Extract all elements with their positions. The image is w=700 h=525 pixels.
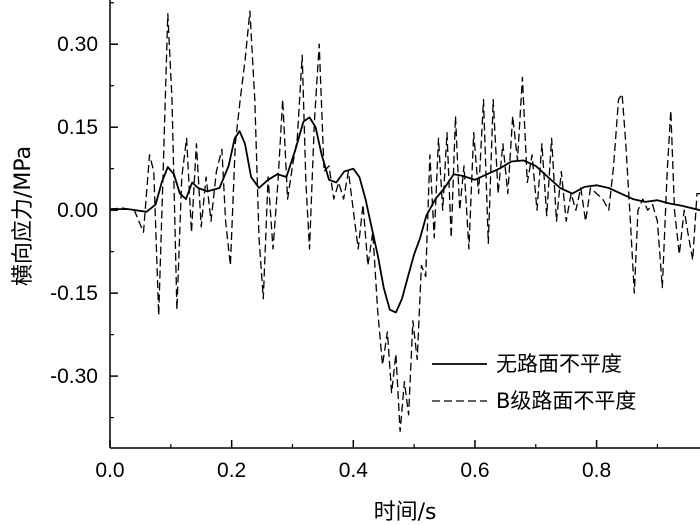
x-tick-label: 0.6 — [460, 459, 489, 482]
axes-layer: 0.0 0.2 0.4 0.6 0.8 0.30 0.15 0.00 -0.15 -0.30 — [50, 0, 700, 482]
series-line-2 — [109, 10, 700, 433]
x-axis-title: 时间/s — [374, 500, 437, 525]
y-tick-label: -0.15 — [50, 282, 98, 305]
legend-label-1: 无路面不平度 — [496, 352, 622, 376]
series-layer — [109, 10, 700, 433]
x-tick-label: 0.8 — [582, 459, 611, 482]
y-tick-label: 0.00 — [57, 199, 98, 222]
y-tick-label: 0.15 — [57, 116, 98, 139]
x-tick-label: 0.2 — [217, 459, 246, 482]
legend-label-2: B级路面不平度 — [496, 389, 636, 413]
y-axis-title: 横向应力/MPa — [11, 146, 36, 286]
series-line-1 — [110, 116, 700, 314]
y-tick-label: -0.30 — [50, 365, 98, 388]
legend: 无路面不平度 B级路面不平度 — [432, 352, 636, 413]
x-tick-label: 0.4 — [339, 459, 369, 482]
y-tick-label: 0.30 — [57, 33, 98, 56]
x-tick-label: 0.0 — [95, 459, 124, 482]
